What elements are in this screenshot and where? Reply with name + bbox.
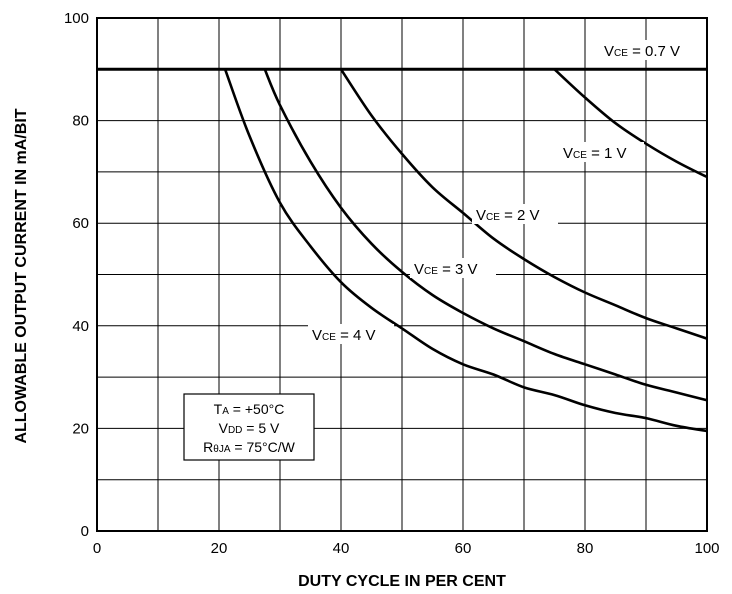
label-main: V <box>414 261 424 278</box>
curve-label-vce-2: VCE = 2 V <box>472 204 558 224</box>
series-line-2 <box>339 68 708 340</box>
series-line-4 <box>223 68 708 433</box>
x-tick-label: 80 <box>577 540 594 557</box>
x-tick-label: 0 <box>93 540 101 557</box>
curve-label-vce-1: VCE = 1 V <box>558 142 644 162</box>
label-main: V <box>312 327 322 344</box>
curves <box>97 67 708 433</box>
label-rest: = 1 V <box>587 145 627 162</box>
label-rest: = 0.7 V <box>628 43 680 60</box>
y-tick-label: 0 <box>81 523 89 540</box>
y-tick-label: 40 <box>72 318 89 335</box>
y-axis-title: ALLOWABLE OUTPUT CURRENT IN mA/BIT <box>13 108 30 443</box>
label-main: V <box>604 43 614 60</box>
label-sub: CE <box>573 150 587 161</box>
plot-frame <box>96 17 708 532</box>
curve-label-vce-4: VCE = 4 V <box>308 324 394 344</box>
series-line-1 <box>553 68 708 179</box>
label-sub: CE <box>424 266 438 277</box>
label-rest: = 2 V <box>500 207 540 224</box>
svg-text:VCE = 3 V: VCE = 3 V <box>414 261 478 278</box>
label-main: V <box>563 145 573 162</box>
label-sub: CE <box>322 332 336 343</box>
condition-ta: TA = +50°C <box>214 401 285 417</box>
condition-vdd: VDD = 5 V <box>219 420 280 436</box>
x-tick-label: 20 <box>211 540 228 557</box>
y-tick-label: 60 <box>72 215 89 232</box>
label-sub: CE <box>614 48 628 59</box>
x-tick-label: 40 <box>333 540 350 557</box>
y-tick-label: 80 <box>72 113 89 130</box>
x-tick-label: 60 <box>455 540 472 557</box>
tick-labels: 00 20 20 40 40 60 60 80 80 100 100 <box>64 10 720 557</box>
label-sub: CE <box>486 212 500 223</box>
condition-rtheta: RθJA = 75°C/W <box>203 439 295 455</box>
y-tick-label: 20 <box>72 420 89 437</box>
x-axis-title: DUTY CYCLE IN PER CENT <box>298 573 506 590</box>
series-line-3 <box>263 68 708 402</box>
y-tick-label: 100 <box>64 10 89 27</box>
label-rest: = 4 V <box>336 327 376 344</box>
svg-text:VCE = 1 V: VCE = 1 V <box>563 145 627 162</box>
curve-label-vce-3: VCE = 3 V <box>410 258 496 278</box>
label-rest: = 3 V <box>438 261 478 278</box>
x-tick-label: 100 <box>694 540 719 557</box>
curve-labels: VCE = 0.7 V VCE = 1 V VCE = 2 V VCE = 3 … <box>308 40 696 344</box>
conditions-box: TA = +50°C VDD = 5 V RθJA = 75°C/W <box>183 393 315 461</box>
svg-text:VCE = 2 V: VCE = 2 V <box>476 207 540 224</box>
svg-text:VCE = 4 V: VCE = 4 V <box>312 327 376 344</box>
svg-text:VCE = 0.7 V: VCE = 0.7 V <box>604 43 680 60</box>
curve-label-vce-0.7: VCE = 0.7 V <box>600 40 696 60</box>
label-main: V <box>476 207 486 224</box>
